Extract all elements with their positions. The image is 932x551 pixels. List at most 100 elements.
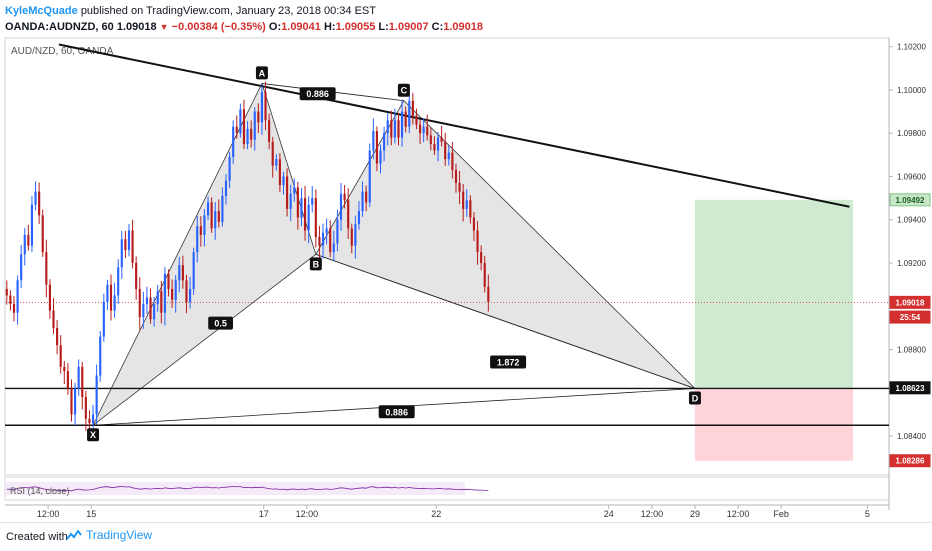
ratio-label: 0.886 [306,89,329,99]
candle-body [426,126,429,136]
candle-body [289,193,292,209]
candle-body [203,215,206,235]
candle-body [250,128,253,140]
candle-body [192,252,195,289]
candle-body [217,211,220,222]
candle-body [293,187,296,194]
x-tick-label: 29 [690,509,700,519]
candle-body [188,288,192,302]
change-text: −0.00384 (−0.35%) [171,21,266,33]
candle-body [329,228,332,253]
candle-body [429,135,432,145]
last-price-text: 1.09018 [116,21,157,33]
candle-body [135,262,138,289]
x-tick-label: Feb [773,509,789,519]
price-tag [889,193,931,207]
candle-body [181,265,184,281]
candle-body [48,284,51,311]
candle-body [163,273,166,313]
candle-body [372,131,375,151]
candle-body [34,191,37,205]
chart-canvas[interactable]: AUD/NZD, 60, OANDA 1.10200 1.10000 1.09800 1… [0,0,932,522]
candle-body [336,219,339,244]
candle-body [246,128,249,145]
ratio-label-box [299,87,336,101]
candle-body [232,126,235,157]
candle-body [454,169,458,183]
x-tick-label: 12:00 [641,509,664,519]
point-label-box [87,428,100,442]
x-tick-label: 24 [604,509,614,519]
candle-body [354,224,357,246]
published-text: published on TradingView.com, January 23… [80,5,376,17]
open-label: O: [268,21,282,33]
candle-body [264,92,267,121]
candle-body [206,202,210,216]
price-tag [889,381,931,395]
symbol-label: OANDA:AUDNZD, 60 [5,21,114,33]
candle-body [174,280,177,300]
candle-body [347,200,350,229]
price-tag-label: 25:54 [900,313,921,322]
candle-body [70,388,73,415]
candle-body [480,252,483,263]
point-label-d: D [692,393,699,403]
x-tick-label: 12:00 [37,509,60,519]
author-link[interactable]: KyleMcQuade [5,5,78,17]
candle-body [379,150,382,164]
candle-body [325,228,328,233]
candle-body [440,137,443,142]
ratio-label-box [490,355,527,369]
low-label: L: [378,21,389,33]
y-tick-label: 1.08800 [897,346,926,355]
close-label: C: [431,21,444,33]
candle-body [5,288,8,296]
candle-body [113,295,116,311]
tradingview-brand-label: TradingView [86,528,153,542]
y-tick-label: 1.08400 [897,432,926,441]
candle-body [235,126,238,134]
x-tick-label: 5 [865,509,870,519]
candle-body [307,204,310,231]
candle-body [339,193,343,220]
candle-body [109,284,113,311]
ratio-label: 1.872 [497,358,520,368]
candle-body [81,366,84,398]
tradingview-logo-icon [66,530,82,540]
trendline [58,43,850,208]
x-tick-label: 22 [431,509,441,519]
candle-body [257,111,260,123]
candle-body [433,144,436,151]
candle-body [214,211,217,229]
candle-body [436,137,440,151]
x-tick-label: 15 [86,509,96,519]
candle-body [30,204,34,246]
y-tick-label: 1.09800 [897,129,926,138]
candle-body [56,327,59,346]
point-label-box [397,83,410,97]
x-tick-label: 12:00 [296,509,319,519]
candle-body [260,92,264,123]
candle-body [138,288,141,318]
candle-body [27,234,30,246]
stop-zone [694,387,854,461]
rsi-label: RSI (14, close) [10,486,70,496]
x-tick-label: 17 [259,509,269,519]
chart-header: KyleMcQuade published on TradingView.com… [0,0,932,38]
candle-body [393,120,396,138]
ohlc-readout: OANDA:AUDNZD, 60 1.09018 ▼ −0.00384 (−0.… [5,20,483,34]
candle-body [343,193,346,201]
tradingview-brand[interactable]: TradingView [66,528,152,542]
candle-body [210,202,213,229]
candle-body [472,217,476,231]
candle-body [487,286,490,302]
instrument-label: AUD/NZD, 60, OANDA [11,46,114,57]
candle-body [286,176,289,209]
target-zone [694,199,854,388]
candle-body [278,159,281,186]
candle-body [127,230,131,251]
down-arrow-icon: ▼ [159,22,169,32]
candle-body [167,273,170,289]
candle-body [66,371,69,389]
point-label-x: X [90,430,96,440]
